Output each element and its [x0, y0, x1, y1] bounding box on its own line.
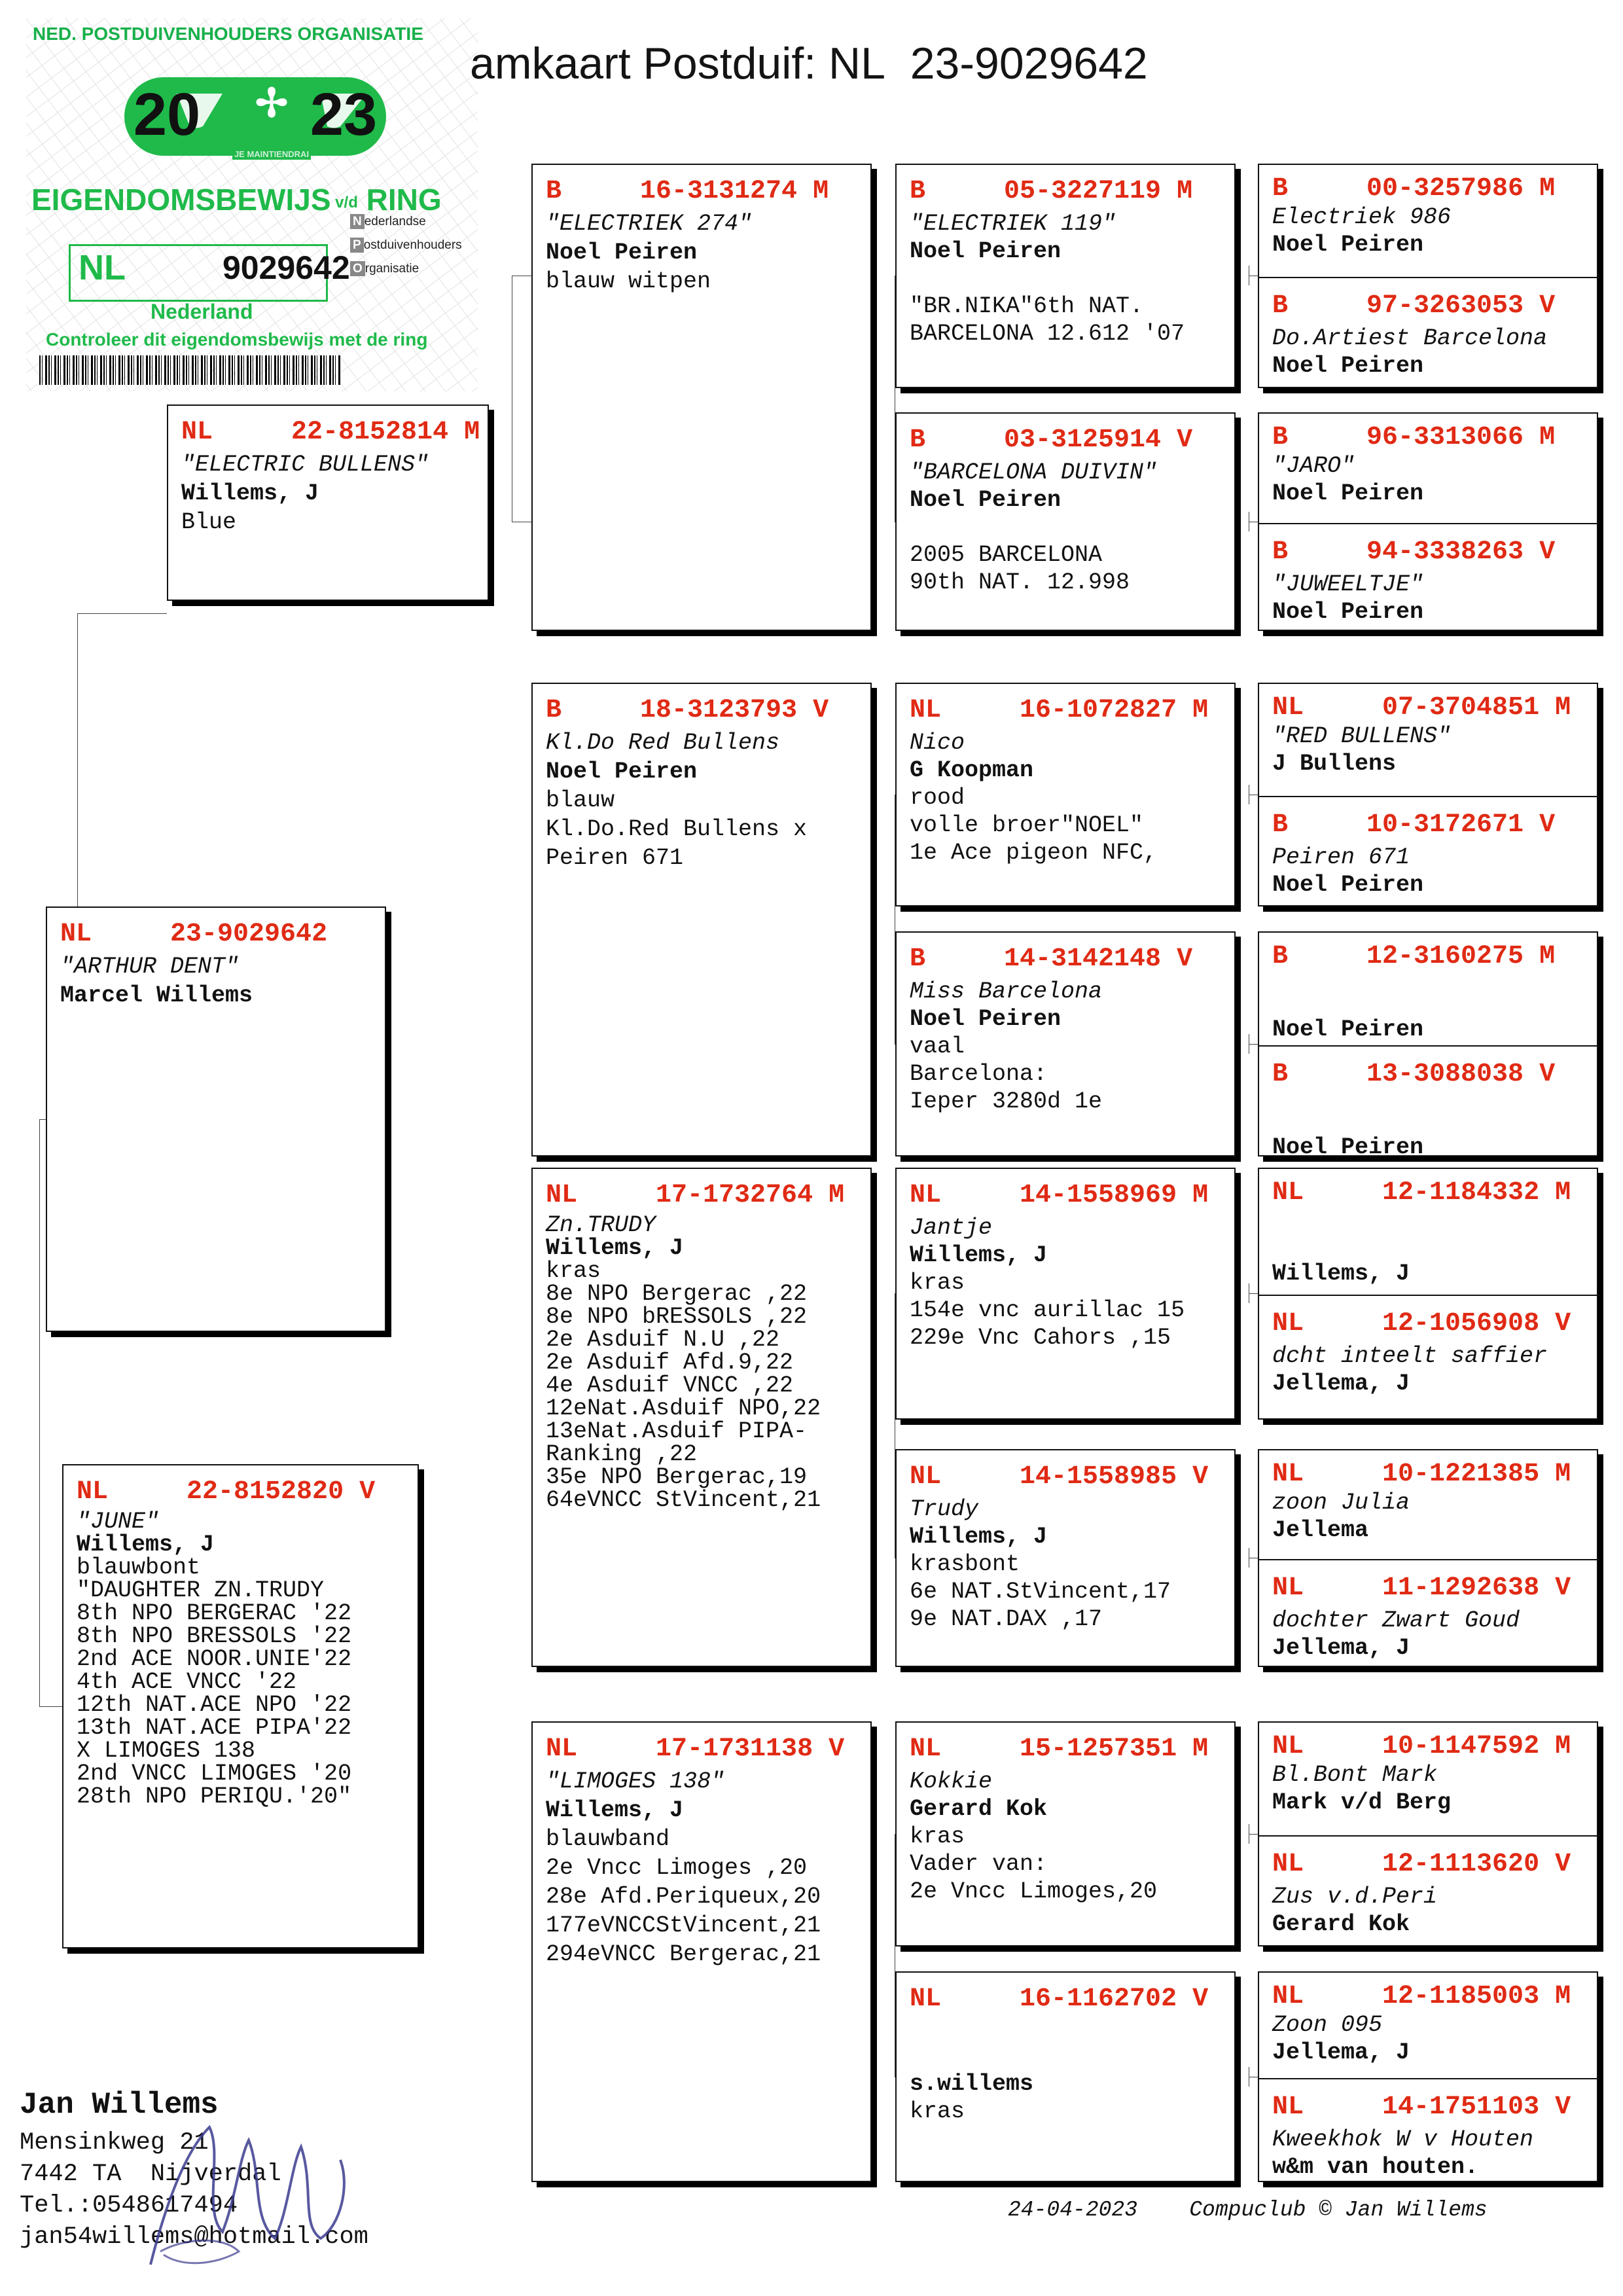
svg-text:JE MAINTIENDRAI: JE MAINTIENDRAI	[234, 149, 309, 159]
svg-text:23: 23	[310, 81, 377, 148]
svg-text:✢: ✢	[255, 81, 288, 125]
svg-text:20: 20	[134, 81, 200, 148]
